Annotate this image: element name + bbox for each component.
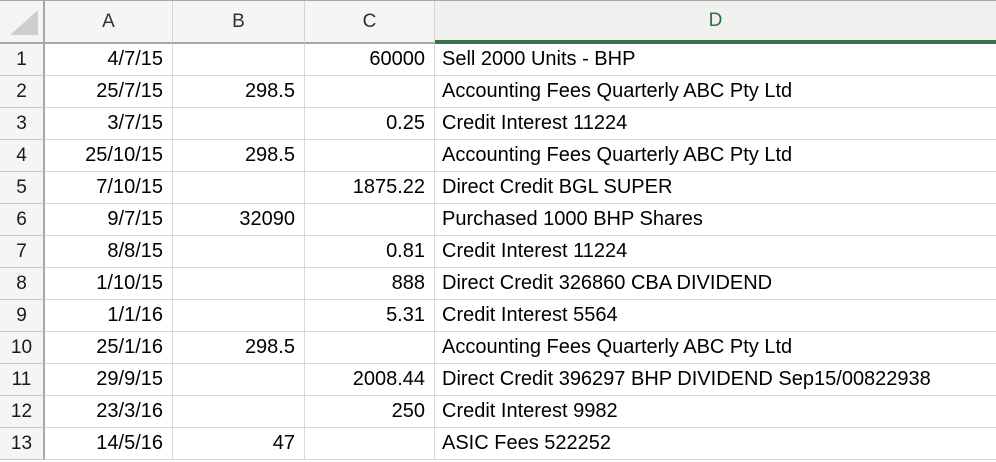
cell-b6[interactable]: 32090 [173, 204, 305, 236]
row-header-13[interactable]: 13 [0, 428, 45, 460]
cell-d11[interactable]: Direct Credit 396297 BHP DIVIDEND Sep15/… [435, 364, 996, 396]
cell-d2[interactable]: Accounting Fees Quarterly ABC Pty Ltd [435, 76, 996, 108]
cell-d8[interactable]: Direct Credit 326860 CBA DIVIDEND [435, 268, 996, 300]
cell-b7[interactable] [173, 236, 305, 268]
cell-d3[interactable]: Credit Interest 11224 [435, 108, 996, 140]
cell-a6[interactable]: 9/7/15 [45, 204, 173, 236]
row-header-1[interactable]: 1 [0, 44, 45, 76]
cell-a10[interactable]: 25/1/16 [45, 332, 173, 364]
cell-b8[interactable] [173, 268, 305, 300]
row-header-6[interactable]: 6 [0, 204, 45, 236]
cell-c9[interactable]: 5.31 [305, 300, 435, 332]
cell-d6[interactable]: Purchased 1000 BHP Shares [435, 204, 996, 236]
cell-a4[interactable]: 25/10/15 [45, 140, 173, 172]
cell-a12[interactable]: 23/3/16 [45, 396, 173, 428]
cell-a7[interactable]: 8/8/15 [45, 236, 173, 268]
row-header-9[interactable]: 9 [0, 300, 45, 332]
cell-d12[interactable]: Credit Interest 9982 [435, 396, 996, 428]
cell-a3[interactable]: 3/7/15 [45, 108, 173, 140]
cell-d1[interactable]: Sell 2000 Units - BHP [435, 44, 996, 76]
cell-b4[interactable]: 298.5 [173, 140, 305, 172]
row-header-5[interactable]: 5 [0, 172, 45, 204]
select-all-icon [10, 10, 38, 35]
cell-a9[interactable]: 1/1/16 [45, 300, 173, 332]
cell-b3[interactable] [173, 108, 305, 140]
column-header-b[interactable]: B [173, 1, 305, 44]
cell-c5[interactable]: 1875.22 [305, 172, 435, 204]
cell-b5[interactable] [173, 172, 305, 204]
cell-d13[interactable]: ASIC Fees 522252 [435, 428, 996, 460]
row-header-3[interactable]: 3 [0, 108, 45, 140]
row-header-12[interactable]: 12 [0, 396, 45, 428]
cell-a2[interactable]: 25/7/15 [45, 76, 173, 108]
cell-a11[interactable]: 29/9/15 [45, 364, 173, 396]
row-header-8[interactable]: 8 [0, 268, 45, 300]
cell-b13[interactable]: 47 [173, 428, 305, 460]
cell-b11[interactable] [173, 364, 305, 396]
row-header-2[interactable]: 2 [0, 76, 45, 108]
cell-b1[interactable] [173, 44, 305, 76]
column-header-d-selected[interactable]: D [435, 1, 996, 44]
cell-b9[interactable] [173, 300, 305, 332]
cell-a8[interactable]: 1/10/15 [45, 268, 173, 300]
cell-a5[interactable]: 7/10/15 [45, 172, 173, 204]
cell-c7[interactable]: 0.81 [305, 236, 435, 268]
cell-a1[interactable]: 4/7/15 [45, 44, 173, 76]
select-all-corner[interactable] [0, 1, 45, 44]
row-header-11[interactable]: 11 [0, 364, 45, 396]
row-header-7[interactable]: 7 [0, 236, 45, 268]
cell-d7[interactable]: Credit Interest 11224 [435, 236, 996, 268]
cell-c11[interactable]: 2008.44 [305, 364, 435, 396]
cell-c13[interactable] [305, 428, 435, 460]
column-header-c[interactable]: C [305, 1, 435, 44]
cell-c3[interactable]: 0.25 [305, 108, 435, 140]
cell-b2[interactable]: 298.5 [173, 76, 305, 108]
cell-c2[interactable] [305, 76, 435, 108]
cell-c12[interactable]: 250 [305, 396, 435, 428]
column-header-a[interactable]: A [45, 1, 173, 44]
cell-c6[interactable] [305, 204, 435, 236]
row-header-4[interactable]: 4 [0, 140, 45, 172]
cell-c4[interactable] [305, 140, 435, 172]
cell-d4[interactable]: Accounting Fees Quarterly ABC Pty Ltd [435, 140, 996, 172]
cell-c8[interactable]: 888 [305, 268, 435, 300]
row-header-10[interactable]: 10 [0, 332, 45, 364]
cell-d5[interactable]: Direct Credit BGL SUPER [435, 172, 996, 204]
cell-b10[interactable]: 298.5 [173, 332, 305, 364]
cell-c10[interactable] [305, 332, 435, 364]
cell-a13[interactable]: 14/5/16 [45, 428, 173, 460]
cell-d9[interactable]: Credit Interest 5564 [435, 300, 996, 332]
cell-d10[interactable]: Accounting Fees Quarterly ABC Pty Ltd [435, 332, 996, 364]
cell-c1[interactable]: 60000 [305, 44, 435, 76]
cell-b12[interactable] [173, 396, 305, 428]
